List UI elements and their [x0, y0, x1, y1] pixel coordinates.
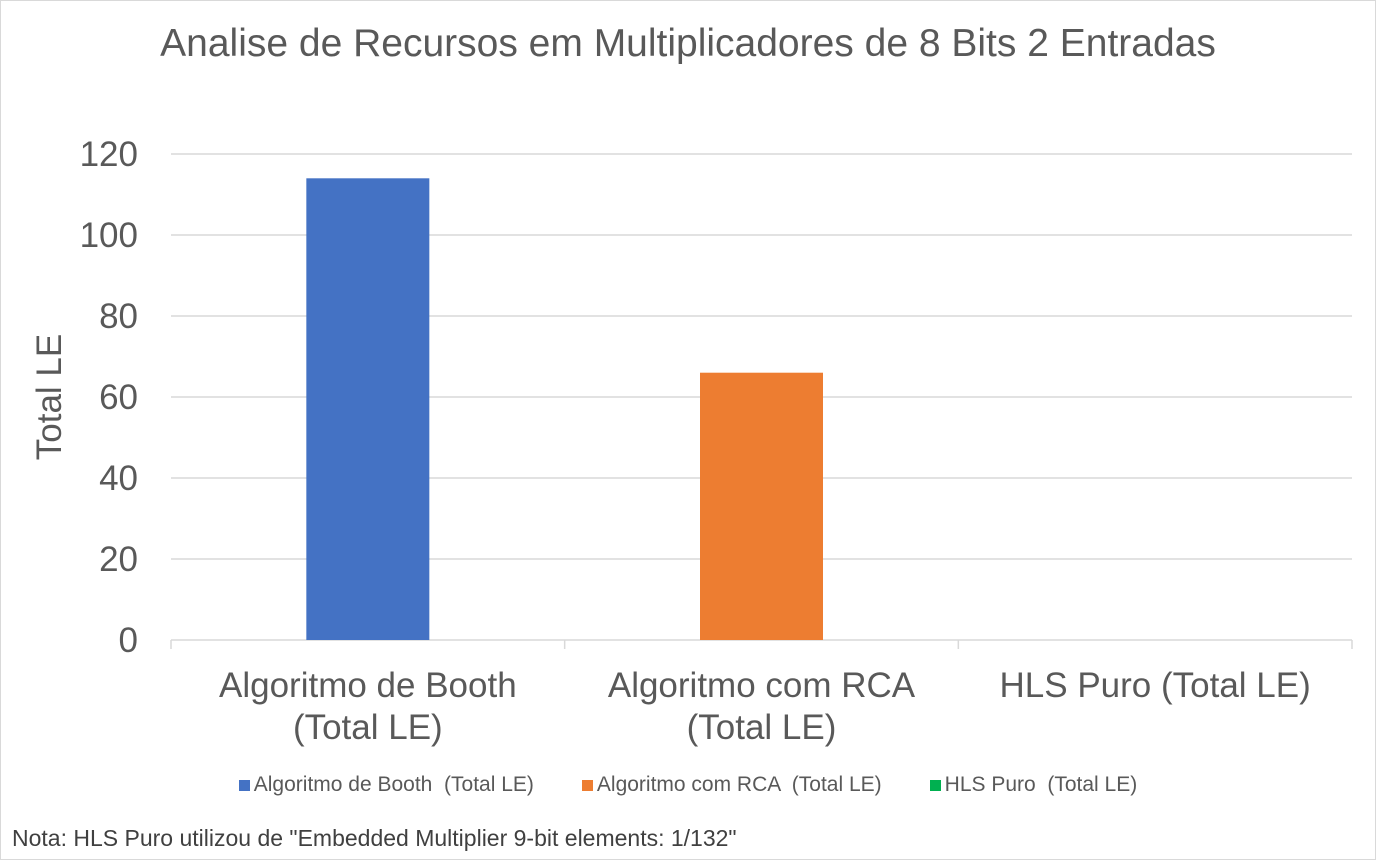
- y-tick-label: 0: [119, 621, 138, 660]
- legend-label: Algoritmo de Booth (Total LE): [253, 773, 534, 796]
- y-tick-label: 40: [99, 459, 138, 498]
- y-tick-label: 100: [80, 216, 138, 255]
- x-category-label: Algoritmo com RCA (Total LE): [608, 666, 916, 747]
- x-category-label-line: Algoritmo de Booth: [219, 666, 517, 705]
- x-category-label-line: HLS Puro (Total LE): [1000, 666, 1311, 705]
- bar: [306, 178, 430, 641]
- legend-label: Algoritmo com RCA (Total LE): [596, 773, 882, 796]
- x-category-label-line: (Total LE): [687, 708, 837, 747]
- x-category-label: HLS Puro (Total LE): [1000, 666, 1311, 705]
- chart-footnote: Nota: HLS Puro utilizou de "Embedded Mul…: [12, 825, 737, 851]
- legend-swatch: [581, 779, 593, 791]
- chart-title: Analise de Recursos em Multiplicadores d…: [160, 22, 1216, 65]
- y-tick-label: 20: [99, 540, 138, 579]
- legend-swatch: [929, 779, 941, 791]
- x-category-label-line: Algoritmo com RCA: [608, 666, 916, 705]
- y-tick-label: 80: [99, 297, 138, 336]
- y-axis-title: Total LE: [30, 334, 69, 460]
- y-tick-label: 60: [99, 378, 138, 417]
- x-category-label-line: (Total LE): [293, 708, 443, 747]
- legend-item: Algoritmo de Booth (Total LE): [238, 773, 534, 797]
- bar: [700, 372, 823, 640]
- legend-item: Algoritmo com RCA (Total LE): [581, 773, 882, 797]
- legend-item: HLS Puro (Total LE): [929, 773, 1138, 797]
- y-tick-label: 120: [80, 135, 138, 174]
- legend-label: HLS Puro (Total LE): [944, 773, 1138, 796]
- x-category-label: Algoritmo de Booth (Total LE): [219, 666, 517, 747]
- legend-swatch: [238, 779, 250, 791]
- chart-legend: Algoritmo de Booth (Total LE) Algoritmo c…: [0, 773, 1376, 797]
